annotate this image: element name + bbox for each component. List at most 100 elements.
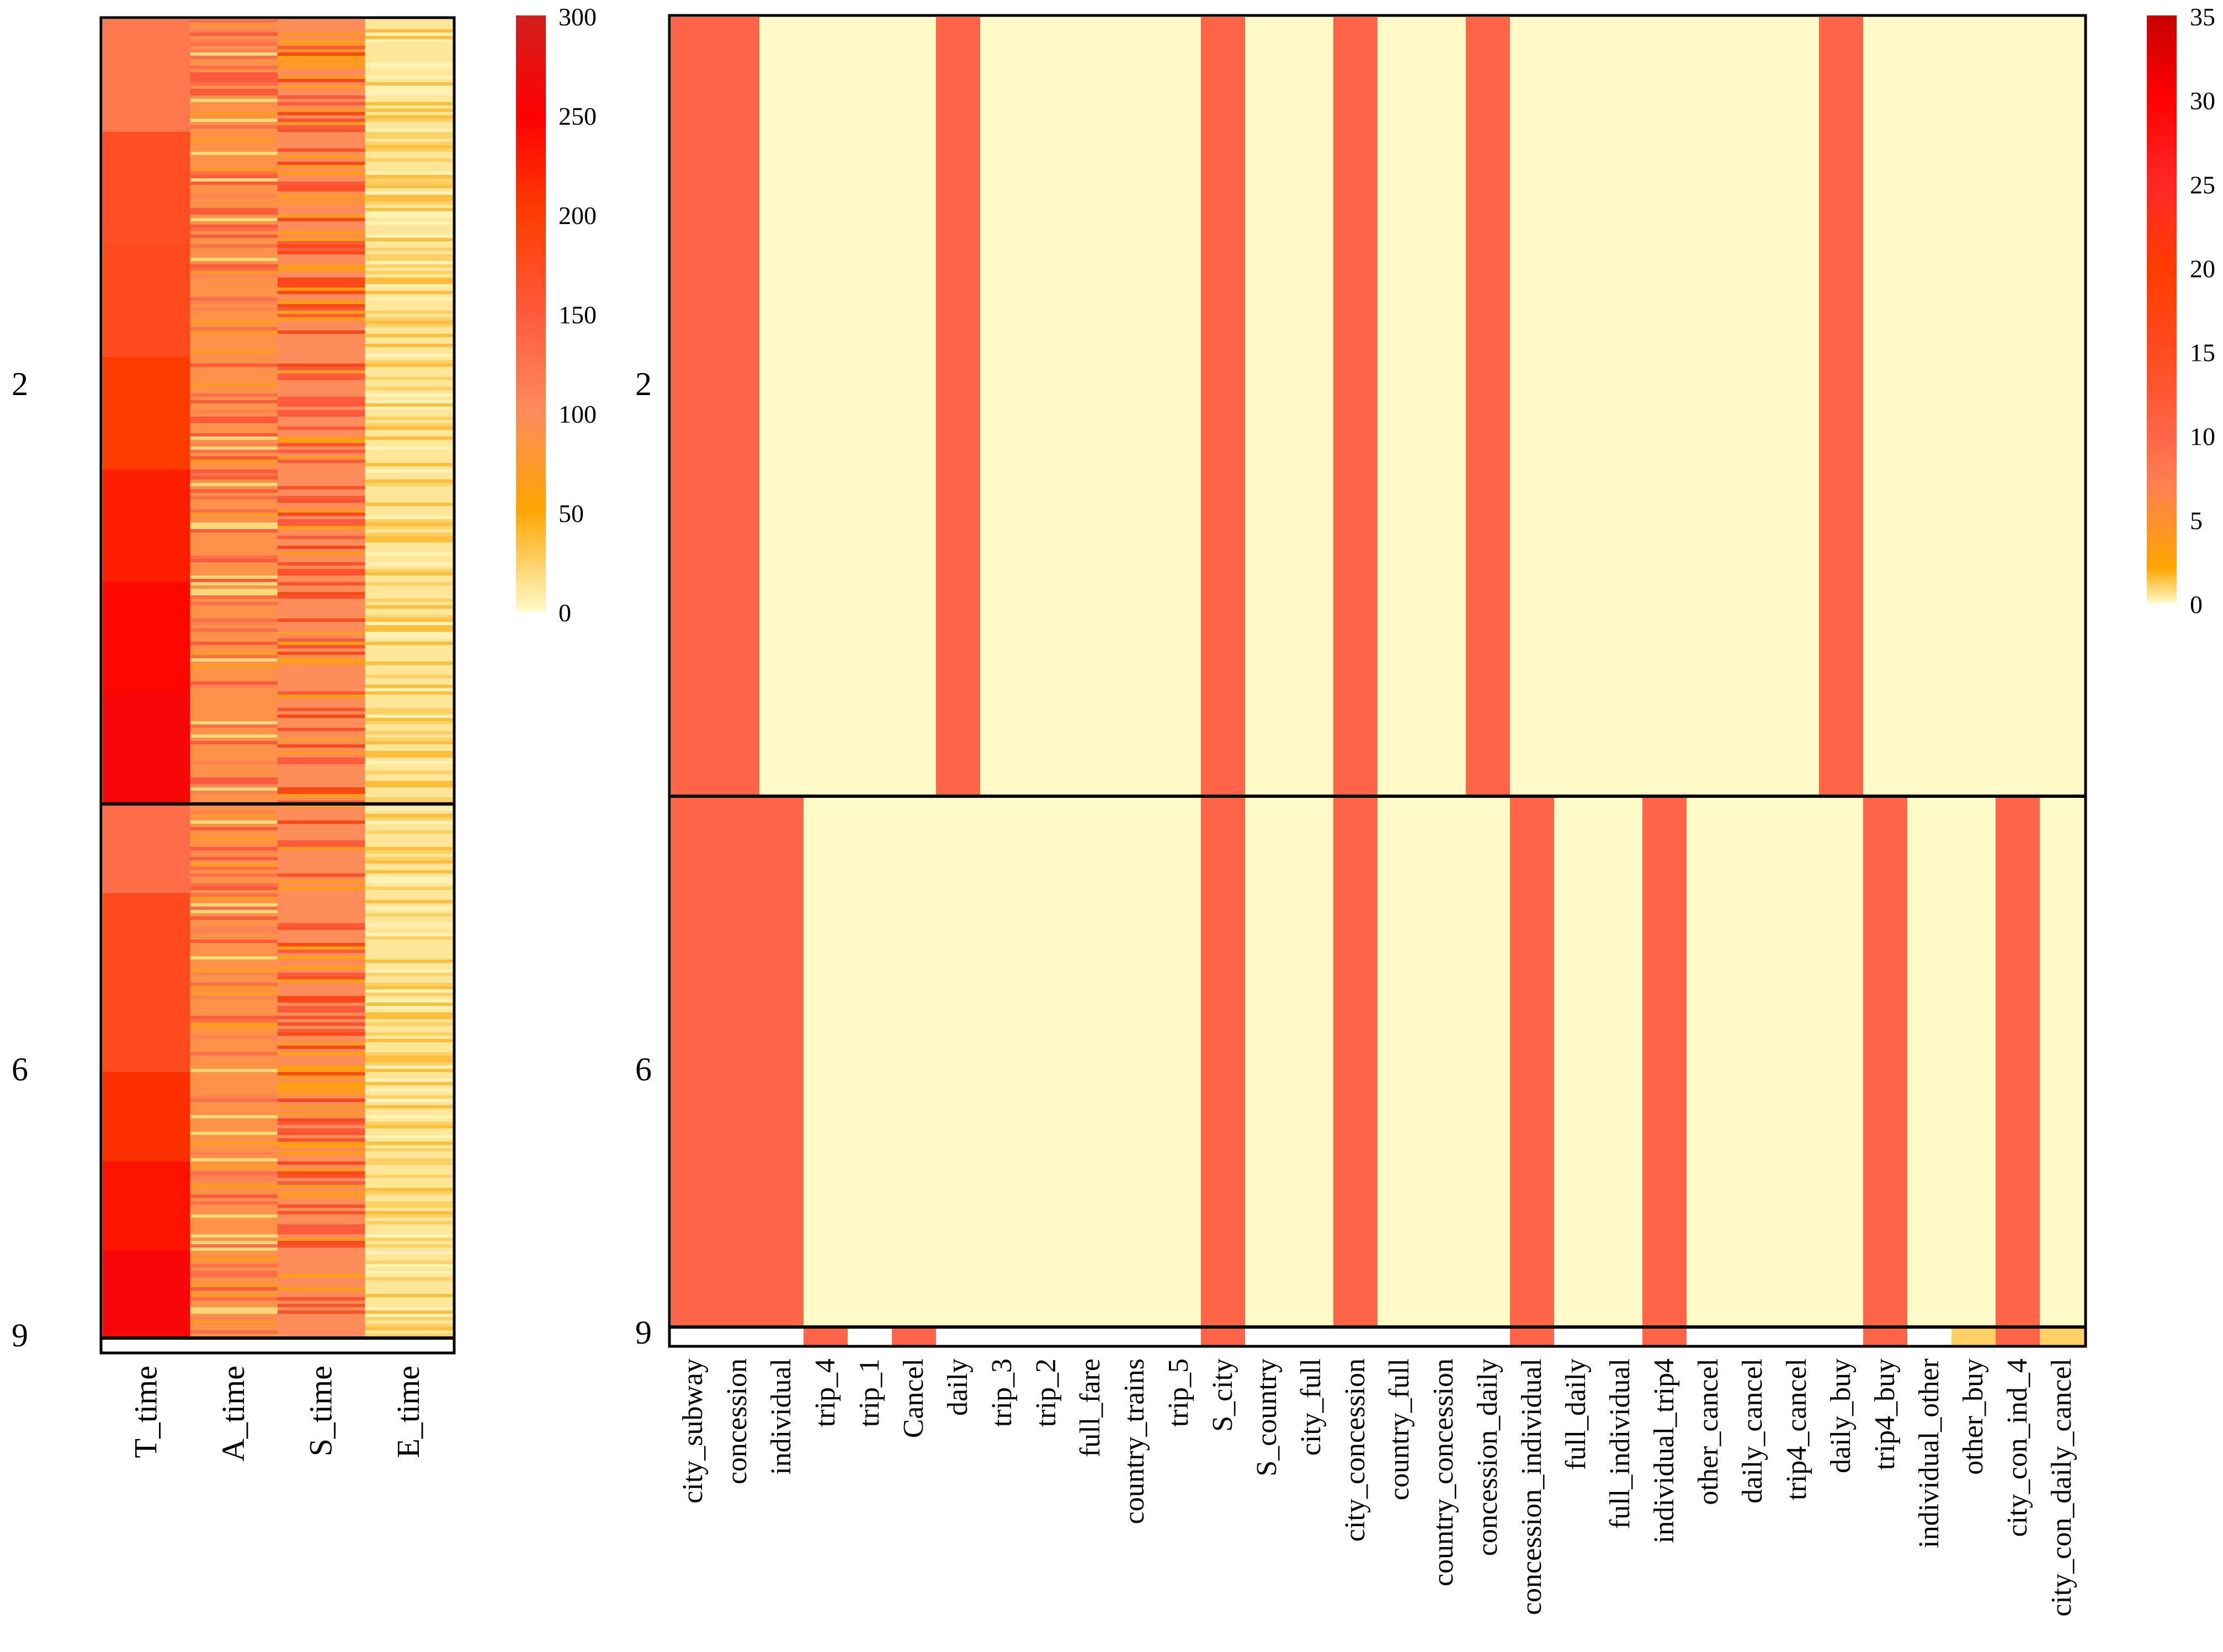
heatmap-left-cell bbox=[278, 1079, 365, 1083]
heatmap-left-cell bbox=[278, 681, 365, 685]
heatmap-left-cell bbox=[278, 1251, 365, 1255]
heatmap-left-cell bbox=[365, 102, 453, 106]
heatmap-left-cell bbox=[278, 1224, 365, 1228]
heatmap-left-cell bbox=[365, 1307, 453, 1311]
heatmap-left-cell bbox=[278, 1022, 365, 1026]
heatmap-right-cell bbox=[1201, 796, 1246, 1328]
heatmap-left-cell bbox=[190, 1214, 278, 1218]
heatmap-left-cell bbox=[190, 1234, 278, 1238]
heatmap-left-cell bbox=[190, 145, 278, 149]
heatmap-left-cell bbox=[365, 903, 453, 907]
heatmap-left-cell bbox=[103, 526, 190, 530]
heatmap-left-cell bbox=[365, 1082, 453, 1086]
heatmap-left-cell bbox=[278, 864, 365, 867]
heatmap-left-cell bbox=[190, 546, 278, 550]
heatmap-left-cell bbox=[103, 185, 190, 189]
heatmap-right-cell bbox=[1642, 796, 1687, 1328]
heatmap-left-cell bbox=[278, 493, 365, 497]
heatmap-left-cell bbox=[365, 1238, 453, 1241]
heatmap-left-cell bbox=[365, 56, 453, 60]
heatmap-left-cell bbox=[103, 423, 190, 427]
heatmap-left-cell bbox=[190, 946, 278, 950]
heatmap-left-cell bbox=[103, 804, 190, 808]
heatmap-left-cell bbox=[278, 873, 365, 877]
heatmap-right-cell bbox=[1466, 17, 1511, 797]
heatmap-left-cell bbox=[365, 1234, 453, 1238]
heatmap-right-cell bbox=[804, 17, 848, 797]
heatmap-left-cell bbox=[278, 870, 365, 874]
heatmap-left-cell bbox=[190, 1138, 278, 1142]
heatmap-left: 2 6 9 T_time A_time S_time E_time bbox=[12, 16, 456, 1462]
heatmap-left-cell bbox=[365, 1274, 453, 1278]
heatmap-left-cell bbox=[103, 824, 190, 828]
heatmap-left-cell bbox=[278, 119, 365, 122]
heatmap-right-cell bbox=[1289, 796, 1334, 1328]
heatmap-left-cell bbox=[365, 582, 453, 586]
heatmap-left-cell bbox=[365, 109, 453, 113]
heatmap-right-cell bbox=[1378, 796, 1422, 1328]
heatmap-left-cell bbox=[365, 105, 453, 109]
heatmap-left-cell bbox=[365, 1132, 453, 1136]
heatmap-right-cell bbox=[2040, 796, 2084, 1328]
heatmap-left-cell bbox=[190, 112, 278, 116]
heatmap-left-cell bbox=[278, 1062, 365, 1066]
heatmap-left-cell bbox=[103, 1244, 190, 1248]
heatmap-left-cell bbox=[190, 1248, 278, 1251]
heatmap-left-cell bbox=[103, 225, 190, 228]
colorbar-right-tick: 5 bbox=[2190, 507, 2203, 535]
heatmap-left-cell bbox=[103, 1022, 190, 1026]
heatmap-left-cell bbox=[190, 1152, 278, 1155]
heatmap-left-cell bbox=[365, 1075, 453, 1079]
heatmap-right-cell bbox=[1731, 796, 1775, 1328]
heatmap-left-cell bbox=[278, 347, 365, 351]
heatmap-left-cell bbox=[278, 880, 365, 884]
heatmap-left-cell bbox=[190, 334, 278, 338]
heatmap-left-cell bbox=[103, 294, 190, 298]
heatmap-left-cell bbox=[190, 1304, 278, 1308]
heatmap-left-cell bbox=[190, 1029, 278, 1033]
heatmap-left-cell bbox=[190, 761, 278, 765]
heatmap-left-cell bbox=[103, 738, 190, 742]
heatmap-left-cell bbox=[103, 1012, 190, 1016]
heatmap-left-cell bbox=[365, 870, 453, 874]
heatmap-left-cell bbox=[190, 903, 278, 907]
heatmap-left-cell bbox=[190, 231, 278, 235]
heatmap-left-cell bbox=[365, 208, 453, 212]
heatmap-left-cell bbox=[365, 82, 453, 86]
heatmap-left-cell bbox=[103, 364, 190, 367]
heatmap-left-cell bbox=[103, 1075, 190, 1079]
heatmap-left-cell bbox=[103, 360, 190, 364]
heatmap-left-cell bbox=[365, 436, 453, 440]
heatmap-left-cell bbox=[103, 635, 190, 639]
heatmap-right-cell bbox=[759, 17, 804, 797]
heatmap-left-cell bbox=[278, 605, 365, 609]
heatmap-left-cell bbox=[365, 883, 453, 887]
heatmap-left-cell bbox=[365, 178, 453, 182]
heatmap-left-cell bbox=[103, 1125, 190, 1129]
heatmap-left-cell bbox=[103, 453, 190, 457]
heatmap-right-x-label: Cancel bbox=[898, 1358, 929, 1438]
heatmap-right-cell bbox=[1113, 17, 1157, 797]
heatmap-left-cell bbox=[190, 940, 278, 944]
heatmap-right-cell bbox=[1598, 1327, 1643, 1345]
heatmap-left-cell bbox=[190, 59, 278, 63]
heatmap-left-cell bbox=[103, 916, 190, 920]
heatmap-left-cell bbox=[365, 430, 453, 434]
heatmap-left-cell bbox=[278, 728, 365, 732]
heatmap-left-cell bbox=[190, 907, 278, 910]
heatmap-left-cell bbox=[103, 1152, 190, 1155]
heatmap-left-cell bbox=[103, 188, 190, 192]
heatmap-left-cell bbox=[103, 1291, 190, 1294]
heatmap-left-cell bbox=[190, 1198, 278, 1202]
heatmap-left-cell bbox=[103, 655, 190, 659]
heatmap-left-cell bbox=[190, 589, 278, 593]
heatmap-left-cell bbox=[103, 1042, 190, 1046]
heatmap-left-cell bbox=[365, 1218, 453, 1222]
heatmap-left-cell bbox=[190, 582, 278, 586]
heatmap-right-cell bbox=[1510, 17, 1555, 797]
heatmap-right-cell bbox=[848, 1327, 892, 1345]
heatmap-left-cell bbox=[103, 1287, 190, 1291]
heatmap-right: 2 6 9 city_subway concession individual tri… bbox=[635, 14, 2087, 1617]
heatmap-left-cell bbox=[365, 1161, 453, 1165]
